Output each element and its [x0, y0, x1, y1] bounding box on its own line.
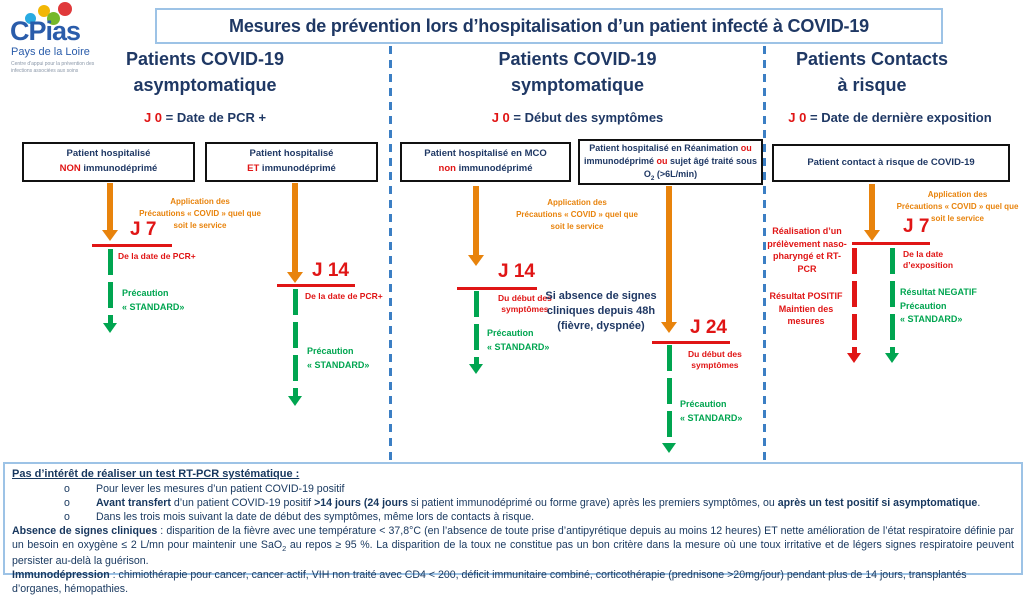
- footnote-bullet-1: o Pour lever les mesures d’un patient CO…: [12, 482, 1014, 496]
- j14-line-col1: [277, 284, 355, 287]
- col1-title: Patients COVID-19 asymptomatique: [125, 49, 285, 95]
- patient-box-et-immuno: Patient hospitalisé ET immunodéprimé: [205, 142, 378, 182]
- col2-j0-value: = Début des symptômes: [509, 110, 664, 125]
- col2-title: Patients COVID-19 symptomatique: [498, 49, 657, 95]
- orange-arrow: [661, 186, 677, 333]
- patient-box-mco: Patient hospitalisé en MCO non immunodép…: [400, 142, 571, 182]
- j7-line-col3: [852, 242, 930, 245]
- patient-box-reanimation: Patient hospitalisé en Réanimation ou im…: [578, 139, 763, 185]
- logo-tagline: Centre d'appui pour la prévention des in…: [11, 61, 95, 74]
- rt-pcr-sampling-note: Réalisation d’un prélèvement naso- phary…: [767, 226, 847, 274]
- immunodepression-paragraph: Immunodépression : chimiothérapie pour c…: [12, 568, 967, 596]
- absence-signes-note: Si absence de signes cliniques depuis 48…: [545, 290, 657, 332]
- j14-sub-col1: De la date de PCR+: [305, 291, 383, 301]
- standard-precaution-note: Précaution « STANDARD»: [122, 288, 185, 313]
- green-arrow: [102, 249, 118, 333]
- bullet-text: Pour lever les mesures d’un patient COVI…: [96, 482, 345, 495]
- orange-arrow: [287, 183, 303, 283]
- column-separator-2: [763, 46, 766, 460]
- j24-line-col2: [652, 341, 730, 344]
- cpias-logo: CPias Pays de la Loire Centre d'appui po…: [8, 2, 126, 82]
- box-line: NON immunodéprimé: [59, 163, 158, 174]
- positive-result-note: Résultat POSITIF Maintien des mesures: [769, 291, 843, 327]
- covid-precaution-note-col3: Application des Précautions « COVID » qu…: [896, 190, 1019, 223]
- j14-sub-col2: Du début des symptômes: [498, 293, 552, 315]
- col3-title: Patients Contacts à risque: [795, 49, 949, 95]
- col2-j0: J 0 = Début des symptômes: [450, 110, 705, 125]
- covid-precaution-note-col1: Application des Précautions « COVID » qu…: [139, 197, 261, 230]
- col3-j0: J 0 = Date de dernière exposition: [766, 110, 1014, 125]
- logo-dot-red: [58, 2, 72, 16]
- footnotes-box: Pas d’intérêt de réaliser un test RT-PCR…: [3, 462, 1023, 595]
- orange-arrow: [864, 184, 880, 241]
- clinical-signs-paragraph: Absence de signes cliniques : disparitio…: [12, 524, 1014, 567]
- j14-label-col2: J 14: [498, 261, 535, 282]
- box-line: non immunodéprimé: [438, 163, 533, 174]
- bullet-marker: o: [64, 482, 70, 495]
- logo-dot-yellow: [38, 5, 50, 17]
- bullet-marker: o: [64, 496, 70, 509]
- patient-box-non-immuno: Patient hospitalisé NON immunodéprimé: [22, 142, 195, 182]
- footnote-heading: Pas d’intérêt de réaliser un test RT-PCR…: [12, 468, 300, 480]
- logo-dot-green: [47, 12, 60, 25]
- covid-precaution-note-col2: Application des Précautions « COVID » qu…: [516, 198, 638, 231]
- box-line: Patient hospitalisé: [66, 148, 151, 160]
- green-arrow: [661, 345, 677, 453]
- j24-label-col2: J 24: [690, 317, 727, 338]
- footnote-bullet-3: o Dans les trois mois suivant la date de…: [12, 510, 1014, 524]
- bullet-marker: o: [64, 510, 70, 523]
- j7-sub-col1: De la date de PCR+: [118, 251, 196, 261]
- col2-j0-label: J 0: [491, 110, 510, 125]
- page-title-box: Mesures de prévention lors d’hospitalisa…: [155, 8, 943, 44]
- j24-sub-col2: Du début des symptômes: [688, 349, 742, 371]
- bullet-text: Avant transfert d’un patient COVID-19 po…: [96, 496, 981, 509]
- green-arrow: [884, 248, 900, 363]
- box-line: Patient hospitalisé: [249, 148, 334, 160]
- footnote-bullet-2: o Avant transfert d’un patient COVID-19 …: [12, 496, 1014, 510]
- j7-label-col1: J 7: [130, 219, 157, 240]
- logo-wordmark: CPias: [10, 16, 81, 46]
- col1-j0-value: = Date de PCR +: [162, 110, 267, 125]
- red-arrow: [846, 248, 862, 363]
- box-line: ET immunodéprimé: [247, 163, 336, 174]
- patient-box-contact: Patient contact à risque de COVID-19: [772, 144, 1010, 182]
- logo-dot-blue: [25, 13, 36, 24]
- orange-arrow: [102, 183, 118, 241]
- standard-precaution-note: Précaution « STANDARD»: [487, 328, 550, 353]
- column-separator-1: [389, 46, 392, 460]
- green-arrow: [468, 291, 484, 374]
- standard-precaution-note: Précaution « STANDARD»: [307, 346, 370, 371]
- orange-arrow: [468, 186, 484, 266]
- col1-j0: J 0 = Date de PCR +: [75, 110, 335, 125]
- negative-result-note: Résultat NEGATIF Précaution « STANDARD»: [900, 287, 977, 324]
- j7-line-col1: [92, 244, 172, 247]
- j14-line-col2: [457, 287, 537, 290]
- bullet-text: Dans les trois mois suivant la date de d…: [96, 510, 535, 523]
- j7-sub-col3: De la date d’exposition: [903, 249, 954, 271]
- page-title: Mesures de prévention lors d’hospitalisa…: [229, 15, 869, 36]
- col3-j0-label: J 0: [788, 110, 807, 125]
- col3-j0-value: = Date de dernière exposition: [806, 110, 992, 125]
- green-arrow: [287, 289, 303, 406]
- col1-j0-label: J 0: [143, 110, 163, 125]
- box-line: Patient hospitalisé en MCO: [424, 148, 547, 160]
- standard-precaution-note: Précaution « STANDARD»: [680, 399, 743, 424]
- box-line: Patient hospitalisé en Réanimation ou im…: [583, 142, 758, 182]
- j7-label-col3: J 7: [903, 216, 930, 237]
- logo-region: Pays de la Loire: [11, 46, 90, 58]
- box-line: Patient contact à risque de COVID-19: [807, 156, 975, 168]
- j14-label-col1: J 14: [312, 260, 349, 281]
